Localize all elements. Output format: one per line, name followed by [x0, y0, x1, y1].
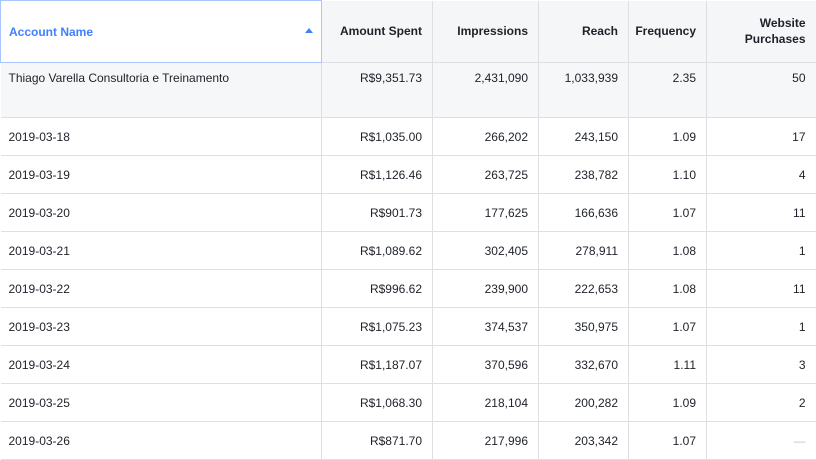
cell-impressions: 374,537	[432, 307, 539, 346]
table-header-row: Account Name Amount Spent Impressions Re…	[0, 0, 816, 63]
cell-date: 2019-03-21	[0, 231, 322, 270]
cell-amount-spent: R$1,089.62	[321, 231, 433, 270]
cell-frequency: 1.07	[628, 421, 707, 460]
column-header-label: Reach	[581, 24, 618, 39]
column-header-website-purchases[interactable]: Website Purchases	[706, 0, 816, 63]
column-header-amount-spent[interactable]: Amount Spent	[321, 0, 433, 63]
cell-date: 2019-03-19	[0, 155, 322, 194]
column-header-account-name[interactable]: Account Name	[0, 0, 322, 63]
cell-amount-spent: R$1,075.23	[321, 307, 433, 346]
sort-ascending-icon[interactable]	[305, 28, 313, 33]
table-row: 2019-03-25 R$1,068.30 218,104 200,282 1.09 2	[0, 383, 816, 422]
cell-reach: 238,782	[538, 155, 629, 194]
cell-frequency: 1.08	[628, 269, 707, 308]
cell-date: 2019-03-25	[0, 383, 322, 422]
column-header-frequency[interactable]: Frequency	[628, 0, 707, 63]
table-row: 2019-03-20 R$901.73 177,625 166,636 1.07 11	[0, 193, 816, 232]
table-row: 2019-03-18 R$1,035.00 266,202 243,150 1.09 17	[0, 117, 816, 156]
column-header-label: Website Purchases	[744, 16, 806, 47]
cell-purchases: 1	[706, 307, 816, 346]
cell-date: 2019-03-22	[0, 269, 322, 308]
summary-row: Thiago Varella Consultoria e Treinamento…	[0, 62, 816, 118]
cell-impressions: 177,625	[432, 193, 539, 232]
cell-reach: 166,636	[538, 193, 629, 232]
cell-reach: 243,150	[538, 117, 629, 156]
column-header-label: Impressions	[457, 24, 528, 39]
cell-purchases: 11	[706, 193, 816, 232]
cell-frequency: 1.07	[628, 193, 707, 232]
cell-date: 2019-03-20	[0, 193, 322, 232]
table-row: 2019-03-22 R$996.62 239,900 222,653 1.08 11	[0, 269, 816, 308]
cell-reach: 332,670	[538, 345, 629, 384]
cell-reach: 203,342	[538, 421, 629, 460]
cell-amount-spent: R$1,068.30	[321, 383, 433, 422]
cell-purchases: —	[706, 421, 816, 460]
cell-impressions: 218,104	[432, 383, 539, 422]
cell-impressions: 370,596	[432, 345, 539, 384]
table-row: 2019-03-21 R$1,089.62 302,405 278,911 1.08 1	[0, 231, 816, 270]
cell-reach: 350,975	[538, 307, 629, 346]
cell-reach: 278,911	[538, 231, 629, 270]
cell-amount-spent: R$996.62	[321, 269, 433, 308]
column-header-label: Account Name	[9, 24, 94, 39]
cell-purchases: 3	[706, 345, 816, 384]
cell-purchases: 2	[706, 383, 816, 422]
table-row: 2019-03-19 R$1,126.46 263,725 238,782 1.10 4	[0, 155, 816, 194]
summary-reach: 1,033,939	[538, 62, 629, 118]
column-header-label: Amount Spent	[340, 24, 422, 39]
cell-impressions: 239,900	[432, 269, 539, 308]
cell-purchases: 11	[706, 269, 816, 308]
column-header-reach[interactable]: Reach	[538, 0, 629, 63]
cell-date: 2019-03-23	[0, 307, 322, 346]
cell-frequency: 1.09	[628, 117, 707, 156]
cell-date: 2019-03-18	[0, 117, 322, 156]
cell-amount-spent: R$1,187.07	[321, 345, 433, 384]
summary-amount-spent: R$9,351.73	[321, 62, 433, 118]
cell-amount-spent: R$1,035.00	[321, 117, 433, 156]
summary-account-name: Thiago Varella Consultoria e Treinamento	[0, 62, 322, 118]
cell-impressions: 217,996	[432, 421, 539, 460]
summary-impressions: 2,431,090	[432, 62, 539, 118]
cell-frequency: 1.08	[628, 231, 707, 270]
cell-date: 2019-03-26	[0, 421, 322, 460]
cell-purchases: 17	[706, 117, 816, 156]
table-row: 2019-03-24 R$1,187.07 370,596 332,670 1.11 3	[0, 345, 816, 384]
cell-reach: 200,282	[538, 383, 629, 422]
summary-frequency: 2.35	[628, 62, 707, 118]
summary-purchases: 50	[706, 62, 816, 118]
cell-frequency: 1.11	[628, 345, 707, 384]
cell-frequency: 1.07	[628, 307, 707, 346]
table-row: 2019-03-23 R$1,075.23 374,537 350,975 1.07 1	[0, 307, 816, 346]
cell-impressions: 263,725	[432, 155, 539, 194]
cell-frequency: 1.10	[628, 155, 707, 194]
cell-impressions: 266,202	[432, 117, 539, 156]
cell-date: 2019-03-24	[0, 345, 322, 384]
cell-purchases: 4	[706, 155, 816, 194]
cell-amount-spent: R$1,126.46	[321, 155, 433, 194]
column-header-impressions[interactable]: Impressions	[432, 0, 539, 63]
cell-frequency: 1.09	[628, 383, 707, 422]
cell-amount-spent: R$901.73	[321, 193, 433, 232]
column-header-label: Frequency	[635, 24, 696, 39]
cell-reach: 222,653	[538, 269, 629, 308]
cell-impressions: 302,405	[432, 231, 539, 270]
cell-amount-spent: R$871.70	[321, 421, 433, 460]
table-row: 2019-03-26 R$871.70 217,996 203,342 1.07—	[0, 421, 816, 460]
cell-purchases: 1	[706, 231, 816, 270]
